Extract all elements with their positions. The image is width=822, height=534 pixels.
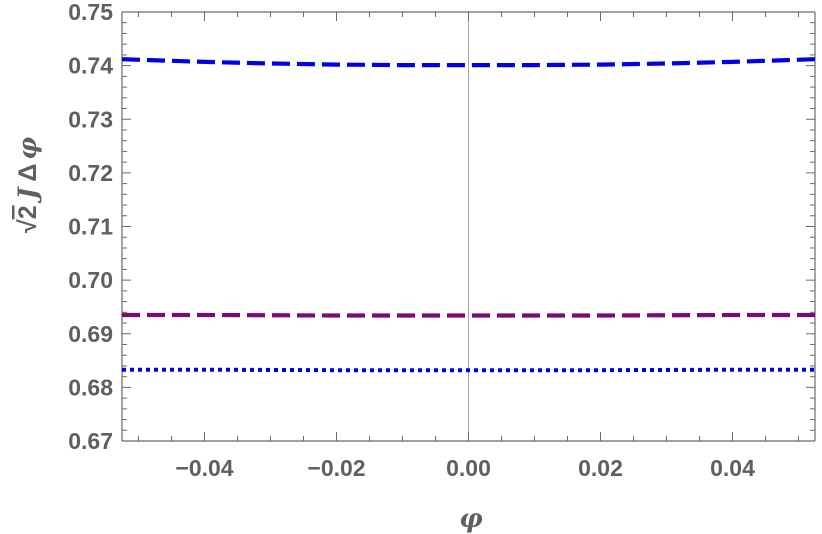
y-tick-label: 0.69 [68, 321, 113, 347]
y-axis-title: √2 JΔφ [13, 137, 42, 233]
y-axis-ticks: 0.67 0.68 0.69 0.70 0.71 0.72 0.73 0.74 0.75 [68, 0, 815, 454]
x-tick-label: −0.02 [307, 455, 365, 481]
series-line-3 [122, 367, 815, 373]
y-axis-title-radicand: 2 [14, 205, 42, 219]
x-tick-label: 0.02 [578, 455, 623, 481]
x-tick-label: 0.00 [446, 455, 491, 481]
y-tick-label: 0.73 [68, 106, 113, 132]
y-tick-label: 0.70 [68, 267, 113, 293]
x-axis-title: φ [459, 504, 483, 534]
y-tick-label: 0.74 [68, 53, 113, 79]
x-tick-label: −0.04 [175, 455, 233, 481]
sqrt-sign: √ [14, 219, 42, 233]
y-tick-label: 0.72 [68, 160, 113, 186]
y-tick-label: 0.67 [68, 428, 113, 454]
svg-text:√2JΔφ: √2 JΔφ [13, 137, 42, 233]
y-axis-title-symbol-j: J [13, 185, 42, 203]
y-tick-label: 0.75 [68, 0, 113, 25]
series-line-1 [121, 57, 816, 68]
y-axis-title-phi: φ [13, 137, 42, 160]
series-line-2 [122, 312, 815, 318]
x-tick-label: 0.04 [710, 455, 755, 481]
y-axis-title-delta: Δ [14, 164, 42, 182]
series-layer [121, 57, 816, 373]
x-axis-ticks: −0.04 −0.02 0.00 0.02 0.04 [138, 12, 799, 481]
y-tick-label: 0.71 [68, 214, 113, 240]
y-tick-label: 0.68 [68, 374, 113, 400]
